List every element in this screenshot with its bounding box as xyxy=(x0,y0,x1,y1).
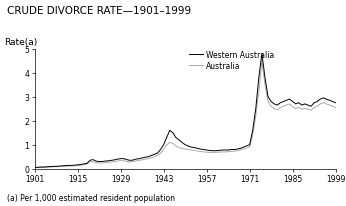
Text: CRUDE DIVORCE RATE—1901–1999: CRUDE DIVORCE RATE—1901–1999 xyxy=(7,6,191,16)
Australia xyxy=(103,162,107,164)
Australia xyxy=(125,160,129,163)
Western Australia xyxy=(272,103,276,106)
Legend: Western Australia, Australia: Western Australia, Australia xyxy=(189,51,274,70)
Western Australia xyxy=(334,102,338,104)
Western Australia xyxy=(112,159,117,161)
Western Australia xyxy=(260,53,264,55)
Australia xyxy=(192,150,197,152)
Australia xyxy=(112,160,117,163)
Australia xyxy=(260,60,264,63)
Western Australia xyxy=(192,147,197,149)
Line: Australia: Australia xyxy=(35,61,336,168)
Western Australia xyxy=(103,160,107,163)
Western Australia xyxy=(33,166,37,169)
Australia xyxy=(334,107,338,109)
Western Australia xyxy=(183,144,187,146)
Line: Western Australia: Western Australia xyxy=(35,54,336,168)
Text: (a) Per 1,000 estimated resident population: (a) Per 1,000 estimated resident populat… xyxy=(7,193,175,202)
Australia xyxy=(272,108,276,110)
Australia xyxy=(183,148,187,151)
Text: Rate(a): Rate(a) xyxy=(4,38,38,47)
Western Australia xyxy=(125,159,129,161)
Australia xyxy=(33,166,37,169)
